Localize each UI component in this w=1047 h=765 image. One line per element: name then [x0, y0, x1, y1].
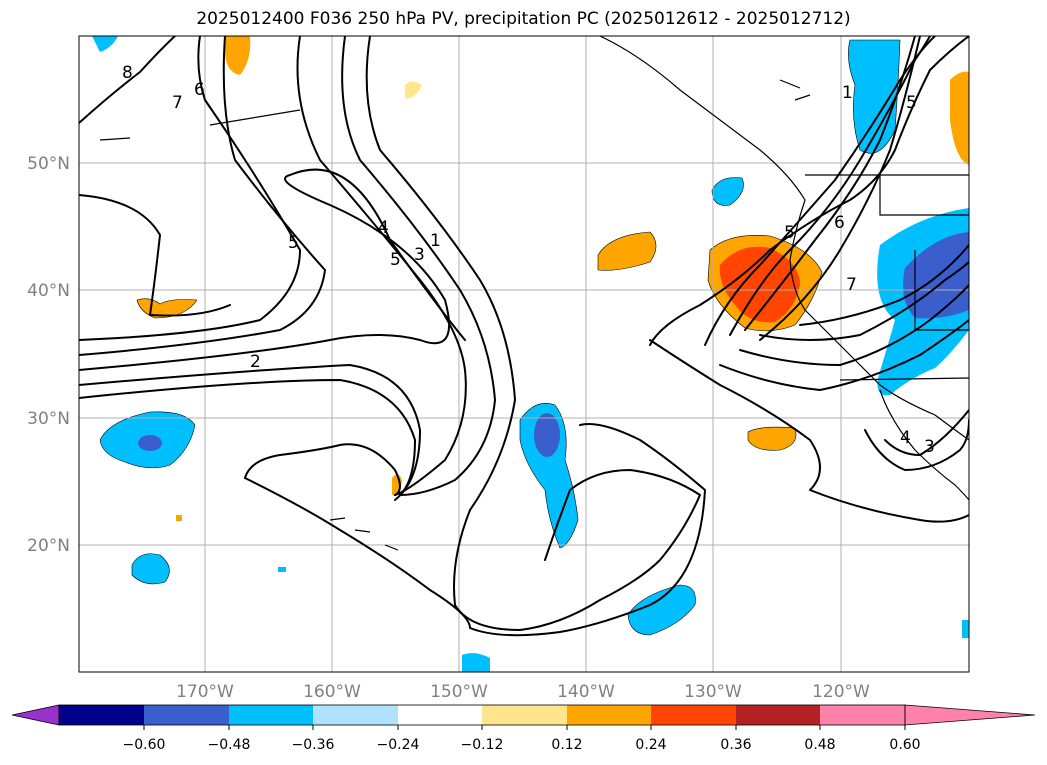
pv-contours: [79, 36, 969, 637]
gridlines: [79, 36, 969, 672]
lat-label: 20°N: [27, 536, 70, 556]
lon-label: 170°W: [176, 682, 234, 702]
precip-positive-shading: [136, 36, 969, 521]
contour-label: 6: [834, 213, 845, 233]
colorbar-tick-label: −0.60: [123, 737, 166, 753]
colorbar-segment: [736, 705, 820, 725]
contour-label: 5: [288, 233, 299, 253]
colorbar-extend-high: [904, 704, 1036, 726]
contour-labels: 8 7 6 5 4 5 3 1 2 5 6 7 1 5 4 3: [122, 63, 935, 457]
colorbar-tick-label: 0.60: [889, 737, 920, 753]
colorbar-segment: [398, 705, 482, 725]
contour-label: 1: [842, 83, 853, 103]
contour-label: 7: [846, 275, 857, 295]
lon-label: 130°W: [684, 682, 742, 702]
contour-label: 5: [906, 93, 917, 113]
lat-label: 50°N: [27, 154, 70, 174]
colorbar-segment: [229, 705, 313, 725]
colorbar-segment: [482, 705, 567, 725]
contour-label: 3: [414, 245, 425, 265]
colorbar-segment: [144, 705, 229, 725]
colorbar: −0.60 −0.48 −0.36 −0.24 −0.12 0.12 0.24 …: [11, 704, 1036, 753]
contour-label: 7: [172, 93, 183, 113]
contour-label: 3: [924, 437, 935, 457]
contour-label: 5: [390, 250, 401, 270]
colorbar-segment: [820, 705, 905, 725]
colorbar-segment: [567, 705, 651, 725]
colorbar-ticks: [143, 725, 906, 730]
contour-label: 2: [250, 352, 261, 372]
colorbar-segment: [313, 705, 398, 725]
colorbar-tick-label: 0.48: [804, 737, 835, 753]
colorbar-tick-label: 0.12: [551, 737, 582, 753]
colorbar-tick-label: −0.12: [461, 737, 504, 753]
map-frame: [78, 35, 970, 673]
map-title: 2025012400 F036 250 hPa PV, precipitatio…: [196, 9, 851, 29]
contour-label: 5: [784, 223, 795, 243]
contour-label: 4: [900, 428, 911, 448]
lon-label: 150°W: [430, 682, 488, 702]
colorbar-tick-label: 0.24: [635, 737, 666, 753]
colorbar-tick-label: −0.48: [208, 737, 251, 753]
colorbar-tick-label: −0.24: [377, 737, 420, 753]
colorbar-segment: [59, 705, 144, 725]
colorbar-tick-label: 0.36: [720, 737, 751, 753]
precip-negative-shading: [92, 36, 969, 672]
colorbar-segment: [651, 705, 736, 725]
lat-label: 40°N: [27, 281, 70, 301]
contour-label: 1: [430, 231, 441, 251]
latitude-axis: 50°N 40°N 30°N 20°N: [27, 154, 70, 556]
lat-label: 30°N: [27, 409, 70, 429]
colorbar-tick-label: −0.36: [292, 737, 335, 753]
contour-label: 6: [194, 80, 205, 100]
longitude-axis: 170°W 160°W 150°W 140°W 130°W 120°W: [176, 682, 870, 702]
lon-label: 120°W: [812, 682, 870, 702]
colorbar-extend-low: [11, 704, 60, 726]
map-area: [79, 36, 969, 672]
contour-label: 4: [378, 218, 389, 238]
lon-label: 160°W: [303, 682, 361, 702]
lon-label: 140°W: [557, 682, 615, 702]
contour-label: 8: [122, 63, 133, 83]
